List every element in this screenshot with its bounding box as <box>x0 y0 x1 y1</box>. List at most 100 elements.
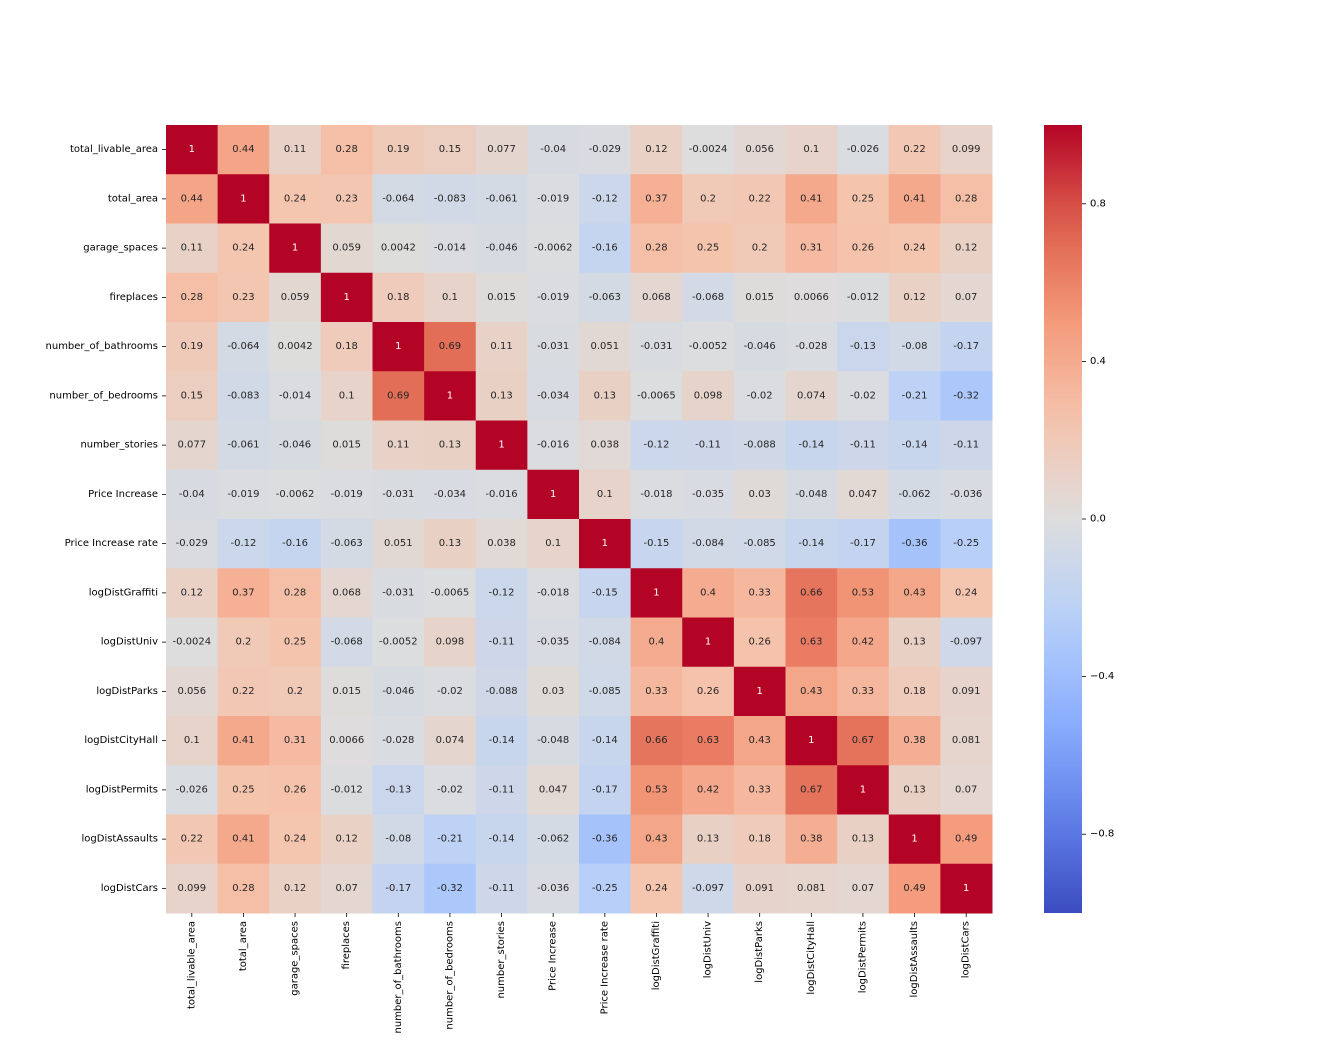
cell-annotation: 0.0066 <box>329 735 364 746</box>
heatmap-cell <box>217 223 270 274</box>
cell-annotation: -0.11 <box>489 637 515 648</box>
cell-annotation: 0.41 <box>800 193 822 204</box>
cell-annotation: 1 <box>653 587 659 598</box>
cell-annotation: 0.1 <box>339 390 355 401</box>
heatmap-cell <box>888 272 941 323</box>
cell-annotation: -0.15 <box>644 538 670 549</box>
cell-annotation: 0.12 <box>903 292 925 303</box>
column-label: number_of_bedrooms <box>444 921 455 1030</box>
cell-annotation: 0.12 <box>645 144 667 155</box>
cell-annotation: 0.07 <box>336 883 358 894</box>
heatmap-cell <box>682 272 735 323</box>
cell-annotation: -0.062 <box>898 489 930 500</box>
cell-annotation: -0.0052 <box>379 637 418 648</box>
heatmap-cell <box>424 322 477 372</box>
cell-annotation: -0.028 <box>382 735 414 746</box>
heatmap-cell <box>837 125 890 175</box>
cell-annotation: 0.26 <box>284 784 306 795</box>
heatmap-cell <box>166 519 219 569</box>
heatmap-cell <box>372 519 425 569</box>
cell-annotation: 0.074 <box>436 735 465 746</box>
cell-annotation: 0.12 <box>181 587 203 598</box>
heatmap-cell <box>424 568 477 618</box>
cell-annotation: 0.43 <box>645 834 667 845</box>
heatmap-cell <box>475 568 528 618</box>
cell-annotation: 0.03 <box>542 686 564 697</box>
heatmap-cell <box>785 272 838 323</box>
column-label: total_area <box>238 921 249 971</box>
row-label: logDistAssaults <box>82 834 159 845</box>
cell-annotation: -0.25 <box>953 538 979 549</box>
row-label: logDistUniv <box>101 637 158 648</box>
column-label: logDistUniv <box>703 921 714 978</box>
heatmap-cell <box>837 617 890 668</box>
heatmap-cell <box>166 716 219 766</box>
heatmap-cell <box>785 519 838 569</box>
cell-annotation: 0.4 <box>648 637 664 648</box>
heatmap-cell <box>320 814 373 865</box>
row-label: logDistCityHall <box>84 735 158 746</box>
heatmap-cell <box>424 420 477 471</box>
heatmap-cell <box>527 223 580 274</box>
cell-annotation: 0.43 <box>749 735 771 746</box>
heatmap-cell <box>269 716 322 766</box>
cell-annotation: 0.19 <box>387 144 409 155</box>
cell-annotation: -0.063 <box>331 538 363 549</box>
cell-annotation: 0.24 <box>955 587 977 598</box>
cell-annotation: 0.42 <box>697 784 719 795</box>
cell-annotation: 0.12 <box>284 883 306 894</box>
heatmap-cell <box>527 666 580 717</box>
cell-annotation: 0.13 <box>852 834 874 845</box>
cell-annotation: 0.091 <box>745 883 774 894</box>
heatmap-cell <box>579 174 632 224</box>
cell-annotation: 0.07 <box>955 784 977 795</box>
heatmap-cell <box>579 125 632 175</box>
cell-annotation: 0.66 <box>800 587 822 598</box>
heatmap-cell <box>372 469 425 520</box>
cell-annotation: 0.077 <box>177 440 206 451</box>
cell-annotation: -0.32 <box>953 390 979 401</box>
cell-annotation: 0.12 <box>336 834 358 845</box>
heatmap-cell <box>166 814 219 865</box>
cell-annotation: -0.028 <box>795 341 827 352</box>
heatmap-cell <box>475 469 528 520</box>
row-label: Price Increase <box>88 489 158 500</box>
cell-annotation: -0.019 <box>331 489 363 500</box>
cell-annotation: -0.0024 <box>689 144 728 155</box>
heatmap-cell <box>940 716 993 766</box>
heatmap-cell <box>630 568 683 618</box>
cell-annotation: 0.28 <box>955 193 977 204</box>
heatmap-cell <box>166 469 219 520</box>
cell-annotation: 1 <box>240 193 246 204</box>
cell-annotation: 0.22 <box>749 193 771 204</box>
column-label: logDistCars <box>961 921 972 978</box>
heatmap-cell <box>372 420 425 471</box>
row-label: number_of_bathrooms <box>46 341 158 352</box>
heatmap-cell <box>837 765 890 815</box>
heatmap-cell <box>166 322 219 372</box>
heatmap-cell <box>837 371 890 421</box>
cell-annotation: -0.034 <box>434 489 466 500</box>
heatmap-cell <box>733 174 786 224</box>
heatmap-cell <box>475 765 528 815</box>
heatmap-cell <box>785 666 838 717</box>
heatmap-cell <box>424 371 477 421</box>
cell-annotation: -0.046 <box>382 686 414 697</box>
cell-annotation: -0.097 <box>950 637 982 648</box>
heatmap-cell <box>682 223 735 274</box>
heatmap-cell <box>579 371 632 421</box>
cell-annotation: 0.38 <box>800 834 822 845</box>
heatmap-cell <box>320 322 373 372</box>
heatmap-cell <box>475 322 528 372</box>
heatmap-cell <box>320 666 373 717</box>
heatmap-cell <box>320 125 373 175</box>
cell-annotation: -0.16 <box>592 243 618 254</box>
row-label: logDistCars <box>101 883 158 894</box>
heatmap-cell <box>527 519 580 569</box>
cell-annotation: -0.064 <box>382 193 414 204</box>
cell-annotation: 0.41 <box>232 834 254 845</box>
cell-annotation: -0.21 <box>437 834 463 845</box>
cell-annotation: 1 <box>860 784 866 795</box>
heatmap-cell <box>837 716 890 766</box>
cell-annotation: -0.15 <box>592 587 618 598</box>
